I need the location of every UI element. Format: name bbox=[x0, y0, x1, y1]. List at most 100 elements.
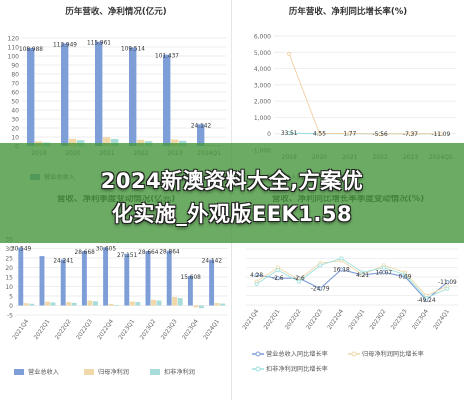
y-tick-label: 80 bbox=[11, 72, 19, 79]
series-point bbox=[317, 131, 322, 136]
bar-net-profit bbox=[171, 139, 179, 146]
y-tick-label: 0 bbox=[267, 131, 271, 138]
series-point bbox=[287, 131, 292, 136]
bar-net-profit bbox=[66, 302, 72, 306]
bar-net-profit bbox=[103, 137, 111, 146]
y-tick-label: 50 bbox=[11, 99, 19, 106]
bar-net-profit bbox=[69, 138, 77, 146]
series-point bbox=[297, 279, 302, 284]
data-label: 24.142 bbox=[202, 259, 223, 265]
bar-deducted-profit bbox=[135, 302, 141, 306]
series-point bbox=[438, 131, 443, 136]
data-label: 24.142 bbox=[191, 123, 212, 129]
bar-net-profit bbox=[137, 139, 145, 146]
bar-revenue bbox=[163, 54, 171, 147]
series-point bbox=[318, 263, 323, 268]
data-label: -11.09 bbox=[438, 280, 457, 286]
series-point bbox=[381, 265, 386, 270]
x-tick-label: 2023Q1 bbox=[118, 318, 136, 341]
bar-net-profit bbox=[23, 303, 29, 306]
data-label: 108.988 bbox=[19, 47, 43, 53]
y-tick-label: -5 bbox=[7, 313, 13, 320]
legend-marker bbox=[84, 369, 94, 375]
bar-net-profit bbox=[129, 301, 135, 306]
y-tick-label: 10 bbox=[11, 135, 19, 142]
legend-label: 归母净利润同比增长率 bbox=[362, 350, 424, 358]
y-tick-label: 15 bbox=[5, 275, 13, 282]
x-tick-label: 2023Q2 bbox=[369, 308, 387, 331]
data-label: -2.6 bbox=[293, 276, 305, 282]
series-point bbox=[254, 273, 259, 278]
bar-net-profit bbox=[108, 303, 114, 306]
series-point bbox=[275, 268, 280, 273]
series-point bbox=[254, 282, 259, 287]
x-tick-label: 2022Q1 bbox=[263, 308, 281, 331]
x-tick-label: 2023Q1 bbox=[348, 308, 366, 331]
series-line bbox=[256, 257, 448, 299]
y-tick-label: 100 bbox=[8, 54, 20, 61]
bar-net-profit bbox=[87, 300, 93, 306]
bar-revenue bbox=[95, 41, 103, 146]
y-tick-label: 3,000 bbox=[254, 82, 271, 89]
y-tick-label: 20 bbox=[5, 265, 13, 272]
legend-marker bbox=[255, 351, 261, 357]
bar-revenue bbox=[145, 251, 151, 306]
bar-revenue bbox=[187, 275, 193, 306]
series-point bbox=[339, 267, 344, 272]
bar-revenue bbox=[18, 247, 24, 306]
data-label: 33.51 bbox=[281, 131, 298, 137]
annual-revenue-profit-svg: 历年营收、净利情况(亿元)010203040506070809010011012… bbox=[8, 6, 226, 181]
bar-deducted-profit bbox=[111, 138, 119, 146]
y-tick-label: 6,000 bbox=[254, 34, 271, 41]
x-tick-label: 2022Q1 bbox=[33, 318, 51, 341]
series-line bbox=[256, 268, 448, 301]
legend-label: 归母净利润 bbox=[98, 368, 129, 376]
y-tick-label: 4,000 bbox=[254, 66, 271, 73]
bar-deducted-profit bbox=[198, 305, 204, 309]
bar-net-profit bbox=[45, 301, 50, 306]
y-tick-label: 120 bbox=[8, 36, 20, 43]
data-label: 24.241 bbox=[53, 258, 74, 264]
data-label: 4.55 bbox=[313, 132, 326, 138]
y-tick-label: 20 bbox=[11, 126, 19, 133]
x-tick-label: 2022Q3 bbox=[306, 308, 324, 331]
bar-revenue bbox=[103, 247, 109, 306]
data-label: 30.605 bbox=[96, 246, 117, 252]
bar-deducted-profit bbox=[114, 304, 120, 306]
series-point bbox=[424, 296, 429, 301]
bar-revenue bbox=[81, 251, 87, 306]
data-label: 0.69 bbox=[399, 275, 412, 281]
series-point bbox=[360, 270, 365, 275]
bar-revenue bbox=[60, 259, 66, 306]
data-label: -2.6 bbox=[272, 276, 284, 282]
bar-revenue bbox=[27, 47, 35, 147]
x-tick-label: 2024Q1 bbox=[203, 318, 221, 341]
data-label: -49.24 bbox=[417, 298, 436, 304]
x-tick-label: 2022Q2 bbox=[285, 308, 303, 331]
x-tick-label: 2023Q2 bbox=[139, 318, 157, 341]
y-tick-label: 90 bbox=[11, 63, 19, 70]
legend-marker bbox=[150, 369, 160, 375]
x-tick-label: 2023Q4 bbox=[412, 308, 430, 331]
y-tick-label: 30 bbox=[11, 117, 19, 124]
series-point bbox=[275, 276, 280, 281]
bar-revenue bbox=[197, 124, 205, 146]
data-label: 10.07 bbox=[375, 270, 392, 276]
x-tick-label: 2023Q4 bbox=[182, 318, 200, 341]
data-label: -5.56 bbox=[373, 132, 388, 138]
x-tick-label: 2021Q4 bbox=[242, 308, 260, 331]
bar-deducted-profit bbox=[92, 301, 98, 306]
data-label: 113.949 bbox=[53, 42, 77, 48]
banner-title-line-1: 2024新澳资料大全,方案优 bbox=[100, 169, 364, 193]
legend-label: 营业总收入同比增长率 bbox=[266, 350, 328, 358]
bar-deducted-profit bbox=[156, 300, 162, 306]
bar-net-profit bbox=[151, 299, 156, 306]
legend-label: 营业总收入 bbox=[28, 368, 59, 376]
bar-deducted-profit bbox=[177, 298, 183, 306]
bar-deducted-profit bbox=[29, 303, 35, 306]
series-point bbox=[408, 131, 413, 136]
data-label: 27.151 bbox=[117, 253, 138, 259]
data-label: 4.28 bbox=[250, 273, 263, 279]
x-tick-label: 2022Q3 bbox=[76, 318, 94, 341]
chart-title: 历年营收、净利同比增长率(%) bbox=[289, 6, 407, 17]
